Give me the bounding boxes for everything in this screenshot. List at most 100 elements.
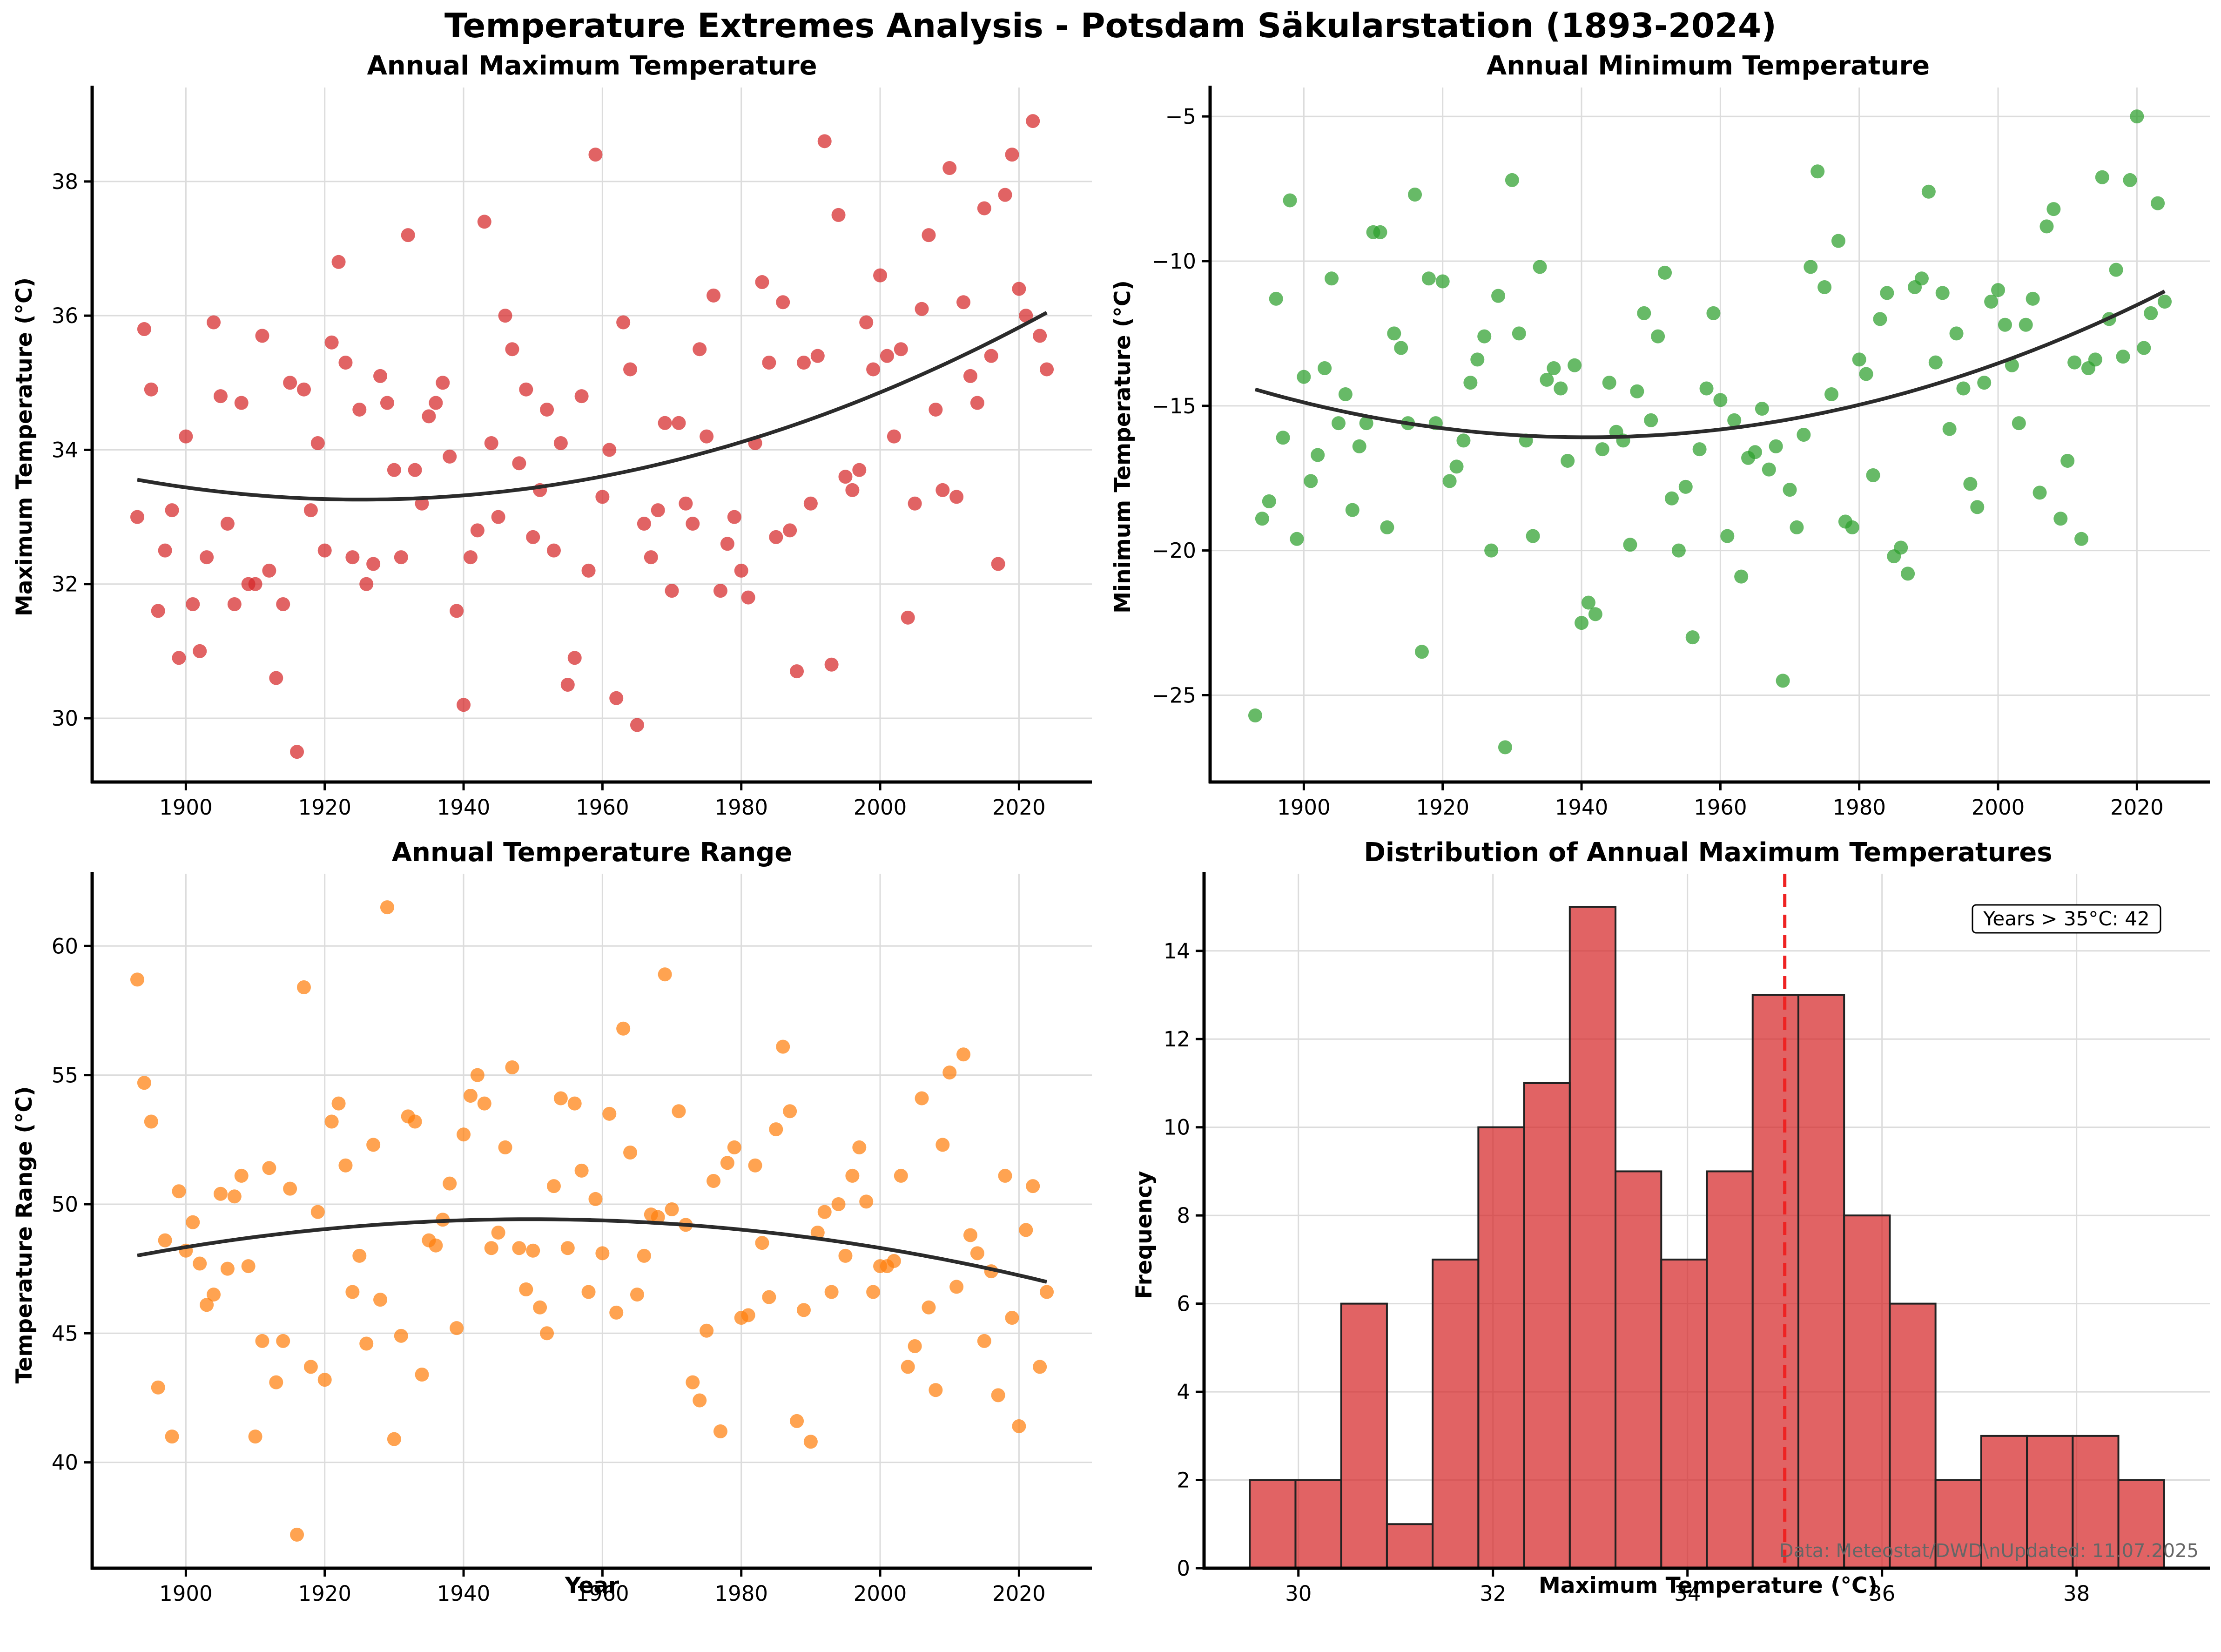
histogram-bar	[1980, 1435, 2028, 1570]
data-point	[595, 490, 610, 504]
data-point	[533, 1300, 547, 1315]
source-note: Data: Meteostat/DWD\nUpdated: 11.07.2025	[1779, 1540, 2199, 1562]
data-point	[1783, 483, 1797, 497]
data-point	[137, 1076, 151, 1090]
x-tick-label: 1900	[159, 795, 213, 820]
data-point	[887, 429, 901, 444]
data-point	[609, 1305, 624, 1320]
data-point	[227, 597, 242, 611]
data-point	[193, 1256, 207, 1271]
data-point	[956, 295, 971, 310]
data-point	[1005, 148, 1019, 162]
data-point	[1817, 280, 1832, 294]
data-point	[1956, 381, 1971, 396]
data-point	[463, 1088, 478, 1103]
data-point	[1380, 520, 1394, 534]
x-tick-label: 1920	[298, 1581, 351, 1606]
data-point	[810, 1225, 825, 1240]
data-point	[172, 1184, 186, 1199]
data-point	[1477, 329, 1492, 344]
histogram-bar	[1568, 906, 1617, 1569]
data-point	[1338, 387, 1353, 401]
x-tick-label: 1980	[1832, 795, 1886, 820]
data-point	[602, 1106, 617, 1121]
data-point	[172, 651, 186, 665]
data-point	[727, 510, 741, 524]
data-point	[700, 429, 714, 444]
histogram-bar	[2026, 1435, 2074, 1570]
data-point	[283, 376, 297, 390]
data-point	[484, 436, 498, 451]
data-point	[567, 1096, 582, 1111]
data-point	[1727, 413, 1742, 427]
histogram-bar	[1751, 994, 1799, 1570]
data-point	[526, 530, 540, 544]
data-point	[1797, 428, 1811, 442]
data-point	[1304, 474, 1318, 488]
data-point	[901, 610, 915, 625]
data-point	[1852, 352, 1866, 367]
y-tick-label: −25	[1152, 683, 1196, 708]
data-point	[693, 1393, 707, 1408]
data-point	[276, 597, 290, 611]
y-tick-label: 60	[52, 934, 78, 958]
data-point	[262, 563, 276, 578]
data-point	[956, 1047, 971, 1062]
y-tick-label: 50	[52, 1192, 78, 1217]
data-point	[1866, 468, 1880, 483]
data-point	[1359, 416, 1373, 431]
y-ticks: −25 −20 −15 −10 −5	[1152, 104, 1210, 708]
histogram-bar	[1843, 1214, 1891, 1569]
data-point	[672, 1104, 686, 1119]
data-point	[186, 1215, 200, 1229]
x-tick-label: 1940	[437, 795, 491, 820]
data-point	[658, 967, 672, 982]
data-point	[1734, 569, 1749, 584]
data-point	[741, 1308, 755, 1322]
data-point	[1026, 1179, 1040, 1193]
data-point	[1720, 529, 1735, 543]
data-point	[783, 523, 797, 538]
data-point	[380, 396, 394, 410]
data-point	[970, 396, 984, 410]
data-point	[255, 329, 269, 343]
data-point	[1470, 352, 1485, 367]
histogram-bar	[1523, 1082, 1571, 1569]
data-point	[623, 362, 638, 377]
data-point	[1276, 431, 1290, 445]
data-point	[908, 1339, 922, 1354]
data-point	[949, 490, 964, 504]
data-point	[762, 1290, 776, 1304]
data-point	[498, 1140, 512, 1154]
data-point	[1769, 439, 1783, 453]
y-axis-label: Minimum Temperature (°C)	[1110, 280, 1136, 614]
x-axis-label: Year	[565, 1573, 619, 1598]
x-ticks: 1900 1920 1940 1960 1980 2000 2020	[159, 782, 1046, 820]
data-point	[1456, 433, 1471, 448]
chart-title: Annual Maximum Temperature	[367, 51, 817, 81]
data-point	[505, 1060, 519, 1074]
data-point	[700, 1323, 714, 1338]
data-point	[269, 1375, 283, 1389]
data-point	[602, 443, 617, 457]
data-point	[338, 356, 353, 370]
data-point	[470, 1068, 485, 1082]
data-point	[2033, 485, 2047, 500]
data-point	[310, 1205, 325, 1219]
y-tick-label: −10	[1152, 249, 1196, 274]
data-point	[429, 1238, 443, 1253]
data-point	[707, 288, 721, 303]
data-point	[560, 677, 575, 692]
data-point	[1435, 274, 1450, 289]
data-point	[1575, 616, 1589, 630]
data-point	[574, 389, 589, 404]
data-point	[2053, 512, 2068, 526]
data-point	[269, 671, 283, 685]
data-point	[394, 550, 408, 565]
data-point	[207, 315, 221, 330]
y-tick-label: 2	[1177, 1468, 1190, 1493]
data-point	[824, 657, 839, 672]
data-point	[1345, 503, 1360, 517]
data-point	[1977, 376, 1992, 390]
y-tick-label: 38	[52, 169, 78, 194]
